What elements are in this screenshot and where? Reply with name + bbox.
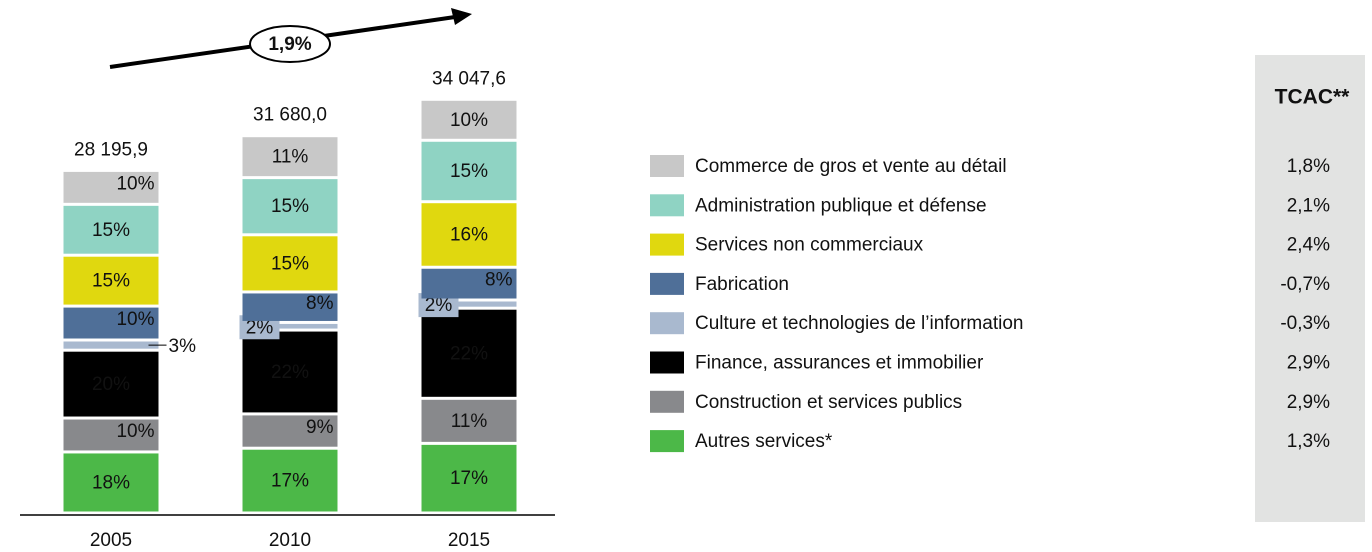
value-label: 2%	[246, 317, 274, 338]
arrow-head	[451, 8, 472, 25]
legend-swatch	[650, 351, 684, 374]
bar-segment	[242, 323, 338, 329]
value-label: 10%	[116, 421, 154, 442]
bar-segment	[421, 444, 517, 512]
value-label: 16%	[450, 224, 488, 245]
value-label: 22%	[450, 343, 488, 364]
bar-segment	[242, 449, 338, 512]
x-tick-label: 2005	[90, 530, 132, 551]
bar-segment	[242, 179, 338, 234]
legend-label: Finance, assurances et immobilier	[695, 353, 984, 374]
bar-segment	[63, 307, 159, 339]
value-label: 11%	[451, 411, 488, 432]
legend-label: Autres services*	[695, 431, 833, 452]
total-label: 34 047,6	[432, 68, 506, 89]
value-label: 15%	[92, 271, 130, 292]
rate-label: 1,8%	[1287, 156, 1330, 177]
bar-segment	[242, 137, 338, 177]
value-label: 3%	[169, 336, 197, 357]
bar-segment	[421, 100, 517, 139]
legend-label: Commerce de gros et vente au détail	[695, 156, 1007, 177]
bar-segment	[63, 419, 159, 451]
bar-segment	[63, 171, 159, 203]
bar-segment	[242, 415, 338, 447]
rate-label: -0,7%	[1280, 274, 1330, 295]
value-label: 10%	[450, 110, 488, 131]
legend-swatch	[650, 390, 684, 413]
legend-label: Services non commerciaux	[695, 235, 924, 256]
legend-swatch	[650, 430, 684, 453]
value-label: 15%	[450, 161, 488, 182]
value-label: 15%	[92, 220, 130, 241]
value-label: 17%	[271, 471, 309, 492]
value-label: 22%	[271, 362, 309, 383]
value-label: 8%	[306, 293, 334, 314]
legend-swatch	[650, 272, 684, 295]
value-label: 8%	[485, 270, 513, 291]
bar-segment	[63, 256, 159, 305]
value-label: 11%	[272, 147, 309, 168]
rate-label: 2,1%	[1287, 195, 1330, 216]
rate-label: 2,4%	[1287, 235, 1330, 256]
rate-label: 2,9%	[1287, 353, 1330, 374]
rate-label: -0,3%	[1280, 313, 1330, 334]
value-label: 10%	[116, 309, 154, 330]
bar-segment	[242, 293, 338, 321]
rate-header: TCAC**	[1275, 86, 1350, 109]
legend-label: Administration publique et défense	[695, 195, 987, 216]
value-label: 18%	[92, 472, 130, 493]
legend-swatch	[650, 233, 684, 256]
x-tick-label: 2015	[448, 530, 490, 551]
rate-label: 1,3%	[1287, 431, 1330, 452]
total-label: 28 195,9	[74, 139, 148, 160]
bar-segment	[421, 399, 517, 442]
bar-segment	[421, 309, 517, 397]
legend-swatch	[650, 194, 684, 217]
rate-label: 2,9%	[1287, 392, 1330, 413]
bar-segment	[63, 205, 159, 254]
value-label: 2%	[425, 295, 453, 316]
bar-segment	[421, 268, 517, 299]
x-tick-label: 2010	[269, 530, 311, 551]
value-label: 15%	[271, 253, 309, 274]
total-label: 31 680,0	[253, 105, 327, 126]
bar-segment	[242, 331, 338, 413]
bar-segment	[63, 341, 159, 349]
bar-segment	[421, 141, 517, 201]
value-label: 15%	[271, 196, 309, 217]
value-label: 17%	[450, 468, 488, 489]
rate-panel	[1255, 55, 1365, 522]
legend-swatch	[650, 312, 684, 335]
legend-label: Construction et services publics	[695, 392, 962, 413]
legend-label: Culture et technologies de l’information	[695, 313, 1023, 334]
bar-segment	[63, 351, 159, 417]
legend-swatch	[650, 155, 684, 177]
value-label: 20%	[92, 374, 130, 395]
bar-segment	[63, 453, 159, 512]
value-label: 9%	[306, 417, 334, 438]
bar-segment	[421, 301, 517, 307]
bar-segment	[421, 203, 517, 266]
growth-label: 1,9%	[268, 34, 311, 55]
bar-segment	[242, 236, 338, 291]
legend-label: Fabrication	[695, 274, 789, 295]
growth-badge	[249, 25, 331, 63]
value-label: 10%	[116, 173, 154, 194]
